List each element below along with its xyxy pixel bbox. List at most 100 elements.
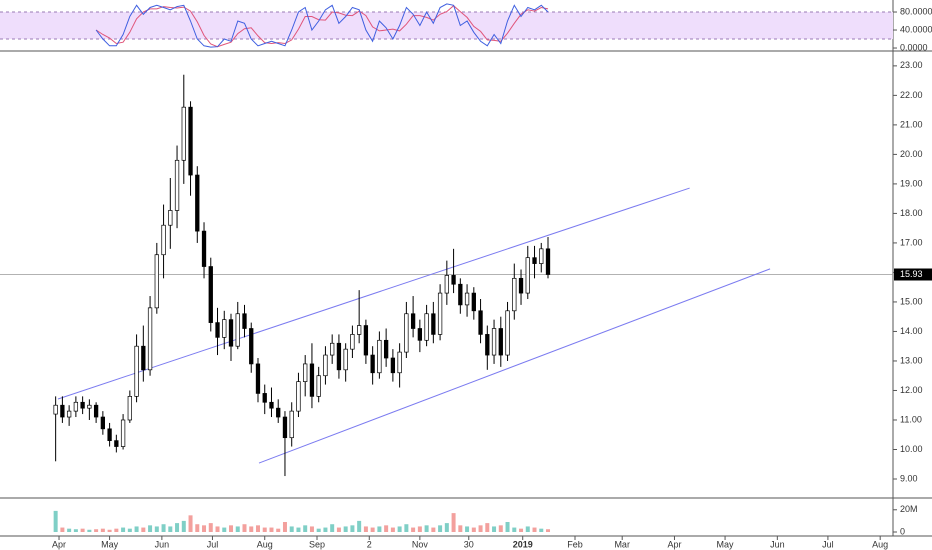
- candle-body: [168, 210, 173, 226]
- candle-body: [100, 416, 106, 430]
- candle-body: [498, 328, 503, 356]
- candle-body: [532, 257, 537, 264]
- volume-bar: [148, 525, 153, 532]
- candle-body: [431, 313, 436, 335]
- volume-bar: [229, 525, 234, 532]
- volume-bar: [350, 525, 355, 532]
- x-tick-label: Nov: [412, 539, 429, 549]
- volume-bar: [161, 524, 166, 532]
- x-tick-label: Aug: [872, 539, 888, 549]
- candle-body: [404, 313, 409, 353]
- x-tick-label: 30: [464, 539, 474, 549]
- y-tick-label: 23.00: [900, 60, 923, 70]
- candle-body: [330, 342, 335, 356]
- volume-bar: [519, 528, 524, 532]
- volume-bar: [154, 526, 159, 532]
- candle-body: [235, 313, 240, 347]
- volume-bar: [478, 525, 483, 532]
- candle-body: [323, 354, 328, 377]
- candle-body: [464, 292, 470, 306]
- candle-body: [505, 310, 510, 356]
- y-tick-label: 15.00: [900, 296, 923, 306]
- volume-bar: [336, 527, 341, 532]
- volume-bar: [397, 526, 402, 532]
- volume-bar: [303, 525, 308, 532]
- candle-body: [383, 339, 389, 359]
- candle-body: [242, 313, 247, 329]
- volume-tick-label: 20M: [900, 504, 918, 514]
- candle-body: [303, 363, 308, 382]
- x-tick-label: 2019: [513, 539, 533, 549]
- candle-body: [417, 328, 423, 341]
- x-tick-label: Mar: [614, 539, 630, 549]
- volume-bar: [357, 520, 362, 532]
- candle-body: [370, 354, 375, 374]
- candle-body: [134, 345, 139, 397]
- y-tick-label: 20.00: [900, 149, 923, 159]
- candle-body: [377, 339, 382, 374]
- candle-body: [316, 375, 321, 397]
- volume-bar: [525, 526, 530, 532]
- x-tick-label: May: [101, 539, 119, 549]
- candle-body: [215, 322, 220, 338]
- candle-body: [471, 292, 476, 312]
- candle-body: [458, 283, 463, 306]
- volume-bar: [424, 525, 429, 532]
- volume-bar: [458, 525, 463, 532]
- x-tick-label: Aug: [257, 539, 273, 549]
- volume-bar: [370, 527, 375, 532]
- volume-bar: [175, 523, 180, 532]
- volume-bar: [87, 529, 92, 532]
- candle-body: [525, 257, 530, 294]
- volume-bar: [309, 526, 314, 532]
- stoch-tick-label: 40.0000: [900, 24, 932, 34]
- x-tick-label: Jul: [822, 539, 834, 549]
- volume-bar: [390, 527, 395, 532]
- candle-body: [424, 313, 429, 341]
- volume-bar: [505, 522, 510, 532]
- volume-bar: [377, 526, 382, 532]
- candle-body: [397, 351, 402, 374]
- candle-body: [309, 363, 315, 397]
- channel-line: [258, 268, 771, 464]
- channel-line: [57, 187, 690, 400]
- candle-body: [53, 404, 58, 415]
- candle-body: [249, 328, 254, 365]
- volume-bar: [363, 526, 368, 532]
- candle-body: [147, 307, 153, 371]
- volume-bar: [546, 529, 551, 532]
- y-tick-label: 22.00: [900, 90, 923, 100]
- volume-bar: [168, 526, 173, 532]
- candle-body: [350, 334, 355, 350]
- volume-bar: [417, 526, 422, 532]
- volume-bar: [465, 526, 470, 532]
- volume-bar: [316, 528, 321, 532]
- candle-body: [545, 248, 551, 275]
- y-tick-label: 21.00: [900, 119, 923, 129]
- candle-body: [188, 106, 193, 176]
- volume-bar: [255, 525, 260, 532]
- volume-bar: [276, 528, 281, 532]
- y-tick-label: 17.00: [900, 237, 923, 247]
- last-price-label: 15.93: [900, 269, 923, 279]
- candle-body: [491, 328, 497, 356]
- volume-bar: [411, 527, 416, 532]
- volume-bar: [539, 528, 544, 532]
- volume-bar: [330, 524, 335, 532]
- x-tick-label: Jun: [155, 539, 170, 549]
- volume-bar: [67, 528, 72, 532]
- volume-bar: [289, 526, 294, 532]
- candle-body: [120, 419, 126, 447]
- candle-body: [80, 401, 85, 409]
- volume-bar: [471, 527, 476, 532]
- y-tick-label: 13.00: [900, 355, 923, 365]
- x-tick-label: Apr: [52, 539, 66, 549]
- candle-body: [444, 275, 449, 294]
- y-tick-label: 9.00: [900, 473, 918, 483]
- candle-body: [451, 275, 456, 285]
- x-tick-label: Apr: [667, 539, 681, 549]
- volume-bar: [134, 526, 139, 532]
- candle-body: [255, 363, 261, 394]
